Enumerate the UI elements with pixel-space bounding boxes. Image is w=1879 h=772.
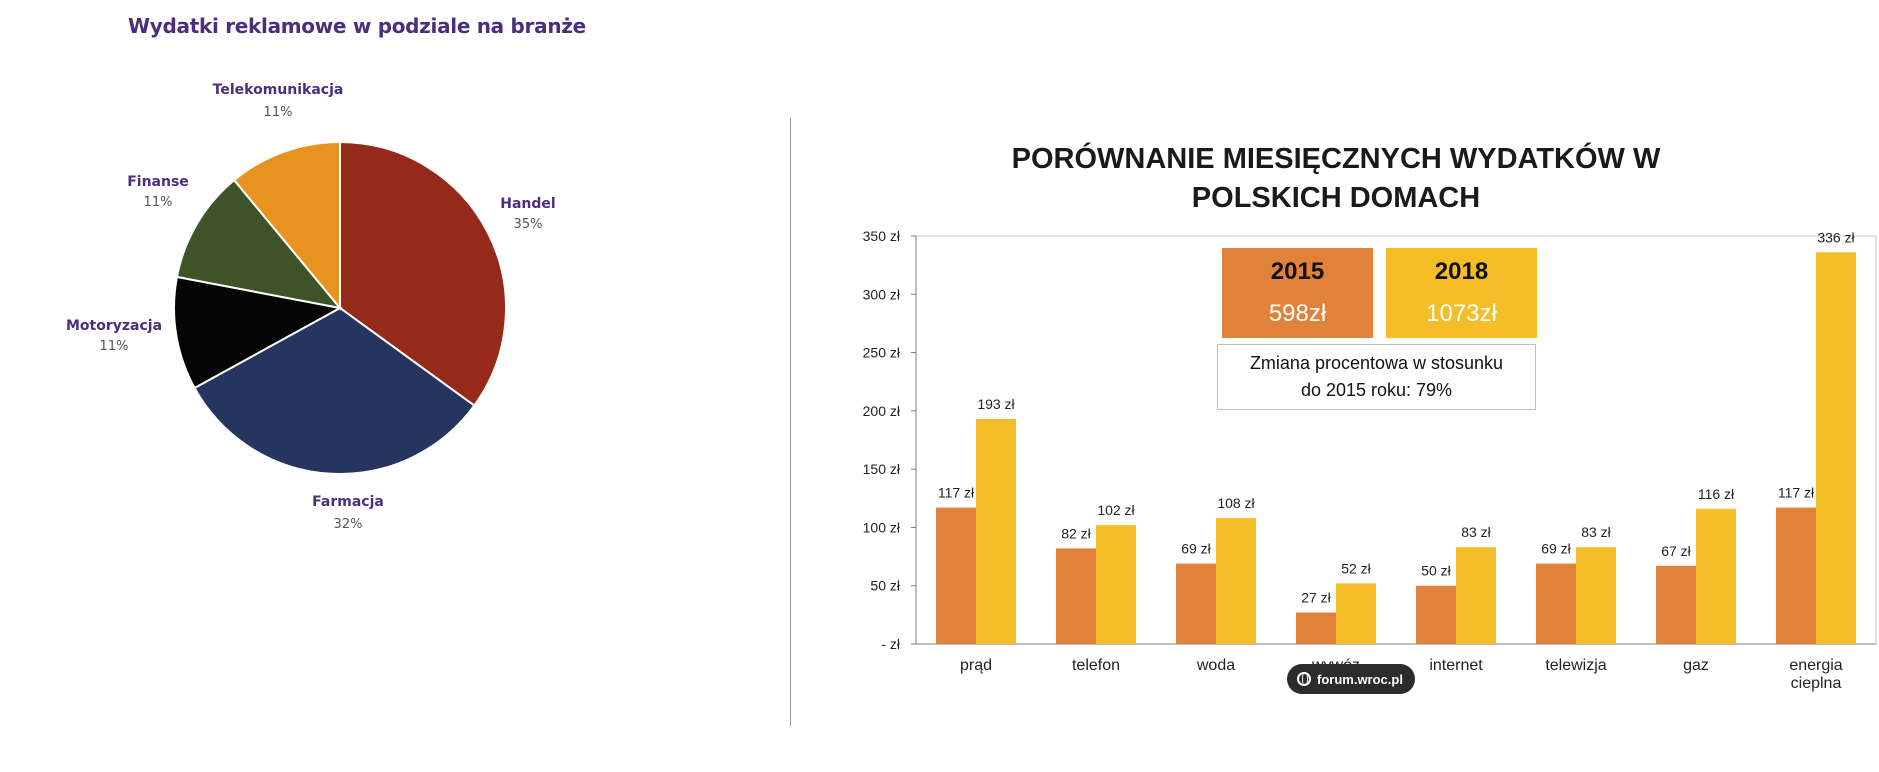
pie-chart: Handel 35% Farmacja 32% Motoryzacja 11% Finans…: [66, 82, 556, 532]
data-label-2018-1: 102 zł: [1097, 502, 1135, 518]
summary-box-2018: 2018 1073zł: [1386, 248, 1537, 338]
pie-slice-telekomunikacja: [232, 140, 341, 311]
data-label-2015-1: 82 zł: [1061, 525, 1091, 541]
data-label-2018-4: 83 zł: [1461, 524, 1491, 540]
bar-2018-7: [1816, 252, 1856, 644]
pie-percent-telekomunikacja: 11%: [264, 105, 293, 120]
pie-label-finanse: Finanse: [127, 174, 189, 190]
bar-2015-3: [1296, 612, 1336, 644]
y-tick-label: 200 zł: [863, 403, 901, 419]
bar-2015-1: [1056, 548, 1096, 644]
bar-2018-4: [1456, 547, 1496, 644]
percent-change-box: Zmiana procentowa w stosunku do 2015 rok…: [1217, 344, 1536, 410]
pie-chart-panel: Wydatki reklamowe w podziale na branże H…: [0, 0, 790, 772]
globe-icon: [1297, 672, 1311, 686]
pie-chart-title: Wydatki reklamowe w podziale na branże: [128, 14, 586, 38]
pie-slice-motoryzacja: [173, 275, 343, 390]
y-tick-label: 100 zł: [863, 519, 901, 535]
bar-2015-0: [936, 507, 976, 644]
summary-amount-2018: 1073zł: [1426, 300, 1497, 327]
pie-percent-farmacja: 32%: [334, 517, 363, 532]
bar-chart-panel: PORÓWNANIE MIESIĘCZNYCH WYDATKÓW W POLSK…: [796, 0, 1879, 772]
pie-label-motoryzacja: Motoryzacja: [66, 318, 162, 334]
summary-year-2018: 2018: [1434, 258, 1489, 285]
data-label-2015-3: 27 zł: [1301, 590, 1331, 606]
category-label-7: cieplna: [1791, 675, 1842, 692]
bar-2015-6: [1656, 565, 1696, 644]
data-label-2018-7: 336 zł: [1817, 229, 1855, 245]
percent-change-line1: Zmiana procentowa w stosunku: [1249, 353, 1504, 373]
category-label-6: gaz: [1683, 657, 1709, 674]
bar-2015-4: [1416, 585, 1456, 644]
summary-box-2015: 2015 598zł: [1222, 248, 1373, 338]
data-label-2018-0: 193 zł: [977, 396, 1015, 412]
y-tick-label: - zł: [881, 636, 901, 652]
data-label-2015-6: 67 zł: [1661, 543, 1691, 559]
y-tick-label: 300 zł: [863, 286, 901, 302]
bar-2015-2: [1176, 563, 1216, 644]
data-label-2015-2: 69 zł: [1181, 541, 1211, 557]
data-label-2018-3: 52 zł: [1341, 560, 1371, 576]
pie-percent-motoryzacja: 11%: [100, 339, 129, 354]
data-label-2018-5: 83 zł: [1581, 524, 1611, 540]
pie-slice-handel: [339, 140, 507, 407]
panel-divider: [790, 118, 791, 726]
watermark-text: forum.wroc.pl: [1317, 671, 1403, 687]
bar-chart-title: PORÓWNANIE MIESIĘCZNYCH WYDATKÓW W POLSK…: [1011, 143, 1661, 214]
category-label-7: energia: [1789, 657, 1842, 674]
pie-percent-handel: 35%: [514, 217, 543, 232]
y-tick-label: 150 zł: [863, 461, 901, 477]
bar-2018-3: [1336, 583, 1376, 644]
category-label-4: internet: [1429, 657, 1483, 674]
bar-2018-5: [1576, 547, 1616, 644]
y-tick-label: 50 zł: [870, 578, 900, 594]
summary-amount-2015: 598zł: [1268, 300, 1327, 327]
category-label-2: woda: [1196, 657, 1235, 674]
data-label-2015-4: 50 zł: [1421, 563, 1451, 579]
y-tick-label: 250 zł: [863, 345, 901, 361]
y-tick-label: 350 zł: [863, 228, 901, 244]
data-label-2018-6: 116 zł: [1698, 486, 1735, 502]
summary-year-2015: 2015: [1270, 258, 1325, 285]
pie-label-telekomunikacja: Telekomunikacja: [213, 82, 344, 98]
pie-slice-finanse: [175, 178, 343, 310]
bar-2018-6: [1696, 508, 1736, 644]
data-label-2015-5: 69 zł: [1541, 541, 1571, 557]
bar-chart: - zł 50 zł 100 zł 150 zł 200 zł 250 zł 300 zł 3…: [863, 228, 1877, 692]
category-label-0: prąd: [960, 657, 992, 674]
category-label-5: telewizja: [1545, 657, 1606, 674]
pie-label-farmacja: Farmacja: [312, 494, 384, 510]
bar-2015-7: [1776, 507, 1816, 644]
percent-change-line2: do 2015 roku: 79%: [1300, 380, 1453, 400]
pie-slice-farmacja: [193, 306, 476, 475]
data-label-2015-0: 117 zł: [938, 485, 975, 501]
bar-2018-1: [1096, 525, 1136, 644]
data-label-2018-2: 108 zł: [1217, 495, 1255, 511]
pie-percent-finanse: 11%: [144, 195, 173, 210]
pie-label-handel: Handel: [500, 196, 555, 212]
bar-2015-5: [1536, 563, 1576, 644]
data-label-2015-7: 117 zł: [1778, 485, 1815, 501]
bar-2018-2: [1216, 518, 1256, 644]
watermark-badge[interactable]: forum.wroc.pl: [1287, 664, 1415, 694]
category-label-1: telefon: [1072, 657, 1120, 674]
bar-2018-0: [976, 419, 1016, 644]
